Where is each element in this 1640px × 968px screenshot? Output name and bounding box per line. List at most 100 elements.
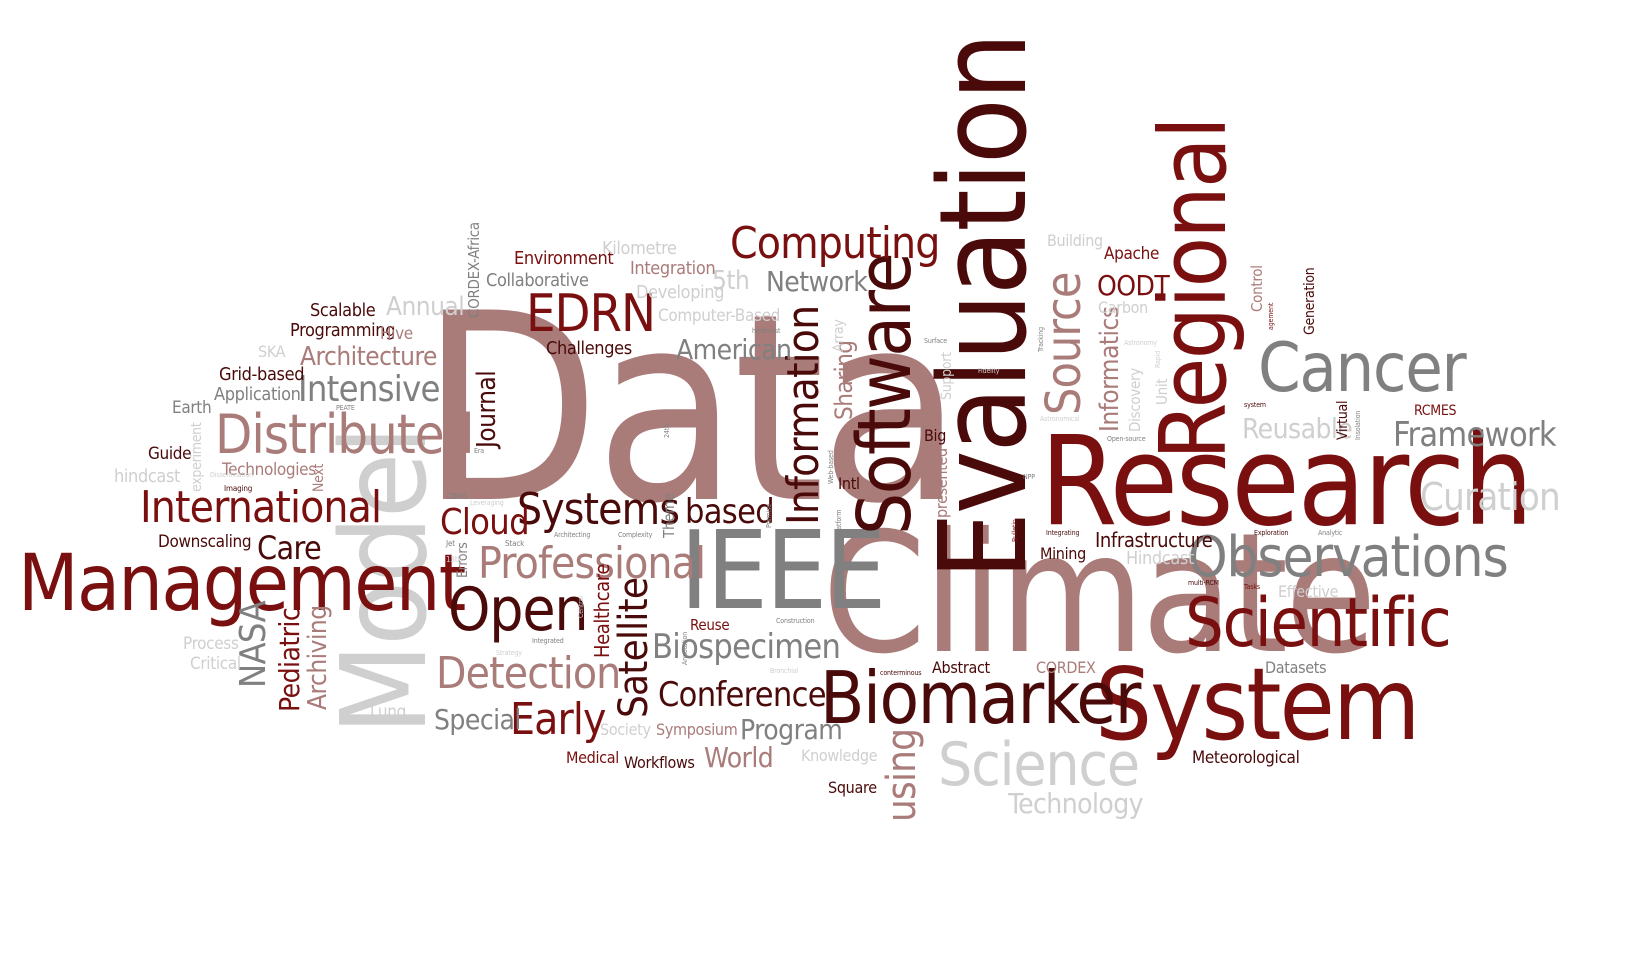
word-generation: Generation [1302, 267, 1318, 335]
word-meteorological: Meteorological [1192, 748, 1300, 768]
word-informatics: Informatics [1095, 306, 1125, 432]
word-era: Era [474, 447, 485, 455]
word-integrating: Integrating [1046, 529, 1080, 537]
word-cordex: CORDEX [1036, 658, 1096, 677]
word-cordex-africa: CORDEX-Africa [465, 222, 483, 318]
word-care: Care [257, 529, 322, 567]
word-biospecimen: Biospecimen [652, 627, 841, 667]
word-scalable: Scalable [310, 300, 376, 321]
word-peate: PEATE [336, 404, 355, 412]
word-ska: SKA [258, 342, 286, 361]
word-sharing: Sharing [830, 340, 858, 420]
word-grid-based: Grid-based [219, 364, 305, 385]
word-ieee: IEEE [680, 509, 886, 634]
word-source: Source [1036, 272, 1092, 415]
word-curation: Curation [1420, 475, 1561, 519]
word-open: Open [448, 575, 589, 645]
word-carbon: Carbon [1098, 298, 1148, 317]
word-construction: Construction [776, 617, 815, 625]
word-climate: Climate [822, 498, 1377, 691]
word-annual: Annual [386, 292, 465, 322]
word-pediatric: Pediatric [273, 607, 306, 712]
word-application: Application [214, 384, 301, 405]
word-infrastructure: Infrastructure [1095, 528, 1213, 552]
word-stack: Stack [505, 539, 525, 548]
word-abstract: Abstract [932, 658, 990, 677]
word-technologies: Technologies [222, 460, 316, 480]
word-integrated: Integrated [532, 637, 564, 645]
word-intl: Intl [838, 474, 860, 493]
word-tracking: Tracking [1037, 327, 1045, 352]
word-leveraging: Leveraging [470, 499, 504, 507]
word-management: Management [18, 539, 466, 629]
word-kilometre: Kilometre [602, 238, 677, 259]
word-developing: Developing [636, 282, 725, 303]
word-society: Society [600, 720, 651, 739]
word-biomarker: Biomarker [820, 656, 1141, 740]
word-integration: Integration [630, 258, 716, 279]
word-guide: Guide [148, 444, 192, 464]
word-cancer: Cancer [1258, 329, 1467, 408]
word-dissemination: Dissemination [210, 471, 254, 479]
word-imaging: Imaging [224, 484, 253, 493]
word-hindcast: hindcast [114, 466, 181, 487]
word-virtual: Virtual [1335, 400, 1351, 440]
word-earth: Earth [172, 398, 212, 418]
word-research: Research [1040, 410, 1534, 554]
word-promise: Promise [765, 503, 773, 528]
word-observations: Observations [1188, 525, 1509, 590]
word-conterminous: conterminous [880, 669, 922, 677]
word-scientific: Scientific [1185, 584, 1452, 663]
word-rcmes: RCMES [1414, 403, 1457, 419]
word-reusable: Reusable [1242, 412, 1353, 445]
word-analytic: Analytic [1318, 529, 1343, 537]
word-international: International [140, 482, 382, 533]
word-hindcast-cap: Hindcast [1126, 548, 1194, 569]
word-healthcare: Healthcare [590, 563, 614, 658]
word-reuse: Reuse [690, 616, 730, 634]
word-archiving: Archiving [303, 605, 333, 710]
word-symposium: Symposium [656, 720, 738, 739]
word-collaborative: Collaborative [486, 270, 589, 291]
word-unit: Unit [1153, 378, 1171, 405]
word-oodt: OODT [1097, 269, 1170, 302]
word-presented: presented [932, 448, 951, 518]
word-cloud: Cloud [440, 502, 530, 543]
word-intensive: Intensive [298, 369, 440, 410]
word-next: Next [311, 463, 327, 492]
word-bulletin: Bulletin [1011, 519, 1019, 542]
word-24th: 24th [663, 424, 671, 438]
word-professional: Professional [478, 538, 706, 589]
word-strategy: Strategy [496, 649, 522, 657]
word-datasets: Datasets [1265, 658, 1327, 677]
word-environment: Environment [514, 248, 614, 269]
word-hindmost: hindmost [752, 327, 781, 335]
word-downscaling: Downscaling [158, 532, 252, 552]
word-critical: Critical [190, 654, 241, 674]
word-hive: Hive [380, 324, 413, 344]
word-workflows: Workflows [624, 753, 695, 772]
word-array: Array [831, 319, 847, 353]
word-architecture: Architecture [300, 342, 437, 372]
word-5th: 5th [712, 266, 750, 296]
word-multi-rcm: multi-RCM [1188, 579, 1219, 587]
word-special: Special [434, 703, 521, 736]
word-american: American [676, 333, 792, 366]
word-edrn: EDRN [526, 284, 656, 344]
word-computing: Computing [730, 218, 940, 269]
word-using: using [879, 728, 925, 822]
word-process: Process [183, 634, 239, 654]
word-theme: Theme [660, 492, 678, 538]
word-npp: NPP [1023, 473, 1035, 481]
word-discovery: Discovery [1126, 368, 1144, 432]
word-support: Support [939, 352, 955, 400]
word-challenges: Challenges [546, 338, 632, 359]
word-capacity: Capacity [852, 599, 879, 607]
word-complexity: Complexity [618, 531, 653, 539]
word-square: Square [828, 778, 877, 797]
word-open-source: Open-source [1107, 435, 1146, 443]
word-satellite: Satellite [611, 577, 657, 718]
word-building: Building [1047, 231, 1103, 250]
word-science: Science [938, 730, 1140, 800]
